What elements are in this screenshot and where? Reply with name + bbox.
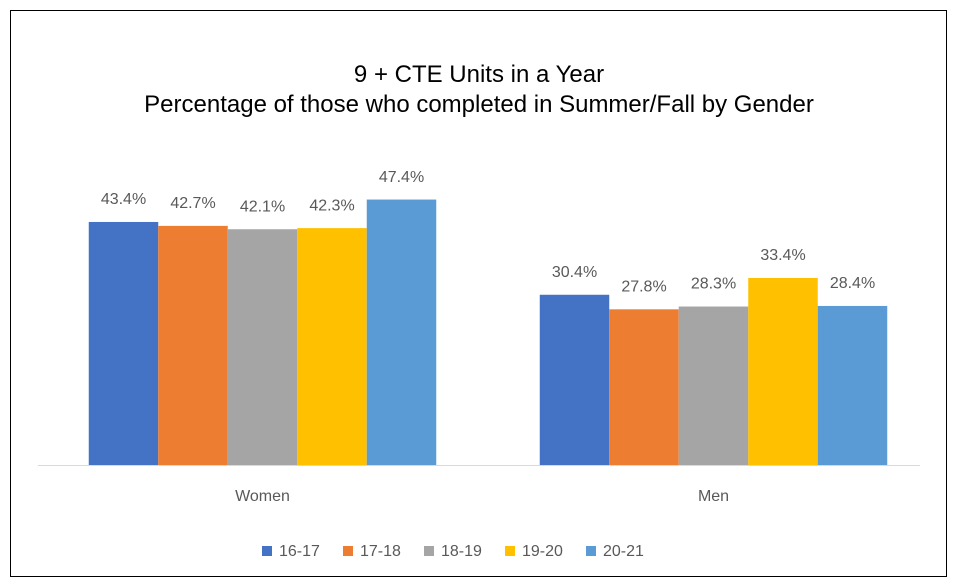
chart-title: 9 + CTE Units in a Year — [353, 61, 605, 88]
bar — [158, 225, 228, 465]
legend-swatch — [586, 546, 596, 556]
data-label: 43.4% — [101, 191, 146, 208]
legend-label: 17-18 — [360, 543, 401, 560]
bar — [609, 309, 679, 465]
legend-swatch — [424, 546, 434, 556]
legend-swatch — [262, 546, 272, 556]
chart-subtitle: Percentage of those who completed in Sum… — [144, 91, 814, 118]
data-label: 30.4% — [552, 264, 597, 281]
data-label: 33.4% — [760, 247, 805, 264]
x-tick-label: Men — [698, 488, 729, 505]
bar — [539, 294, 610, 465]
legend-label: 19-20 — [522, 543, 563, 560]
data-label: 28.3% — [691, 276, 736, 293]
data-label: 27.8% — [621, 279, 666, 296]
legend-swatch — [343, 546, 353, 556]
data-label: 42.7% — [170, 195, 215, 212]
bar — [678, 306, 749, 465]
bar — [297, 228, 367, 465]
x-tick-label: Women — [235, 488, 290, 505]
bar — [366, 199, 437, 465]
bar — [817, 305, 888, 465]
bar — [748, 277, 818, 465]
data-label: 28.4% — [830, 275, 875, 292]
legend-label: 18-19 — [441, 543, 482, 560]
legend-swatch — [505, 546, 515, 556]
data-label: 47.4% — [379, 169, 424, 186]
data-label: 42.1% — [240, 198, 285, 215]
legend-label: 16-17 — [279, 543, 320, 560]
bar — [88, 221, 159, 465]
bar — [227, 229, 298, 465]
legend-label: 20-21 — [603, 543, 644, 560]
data-label: 42.3% — [309, 197, 354, 214]
